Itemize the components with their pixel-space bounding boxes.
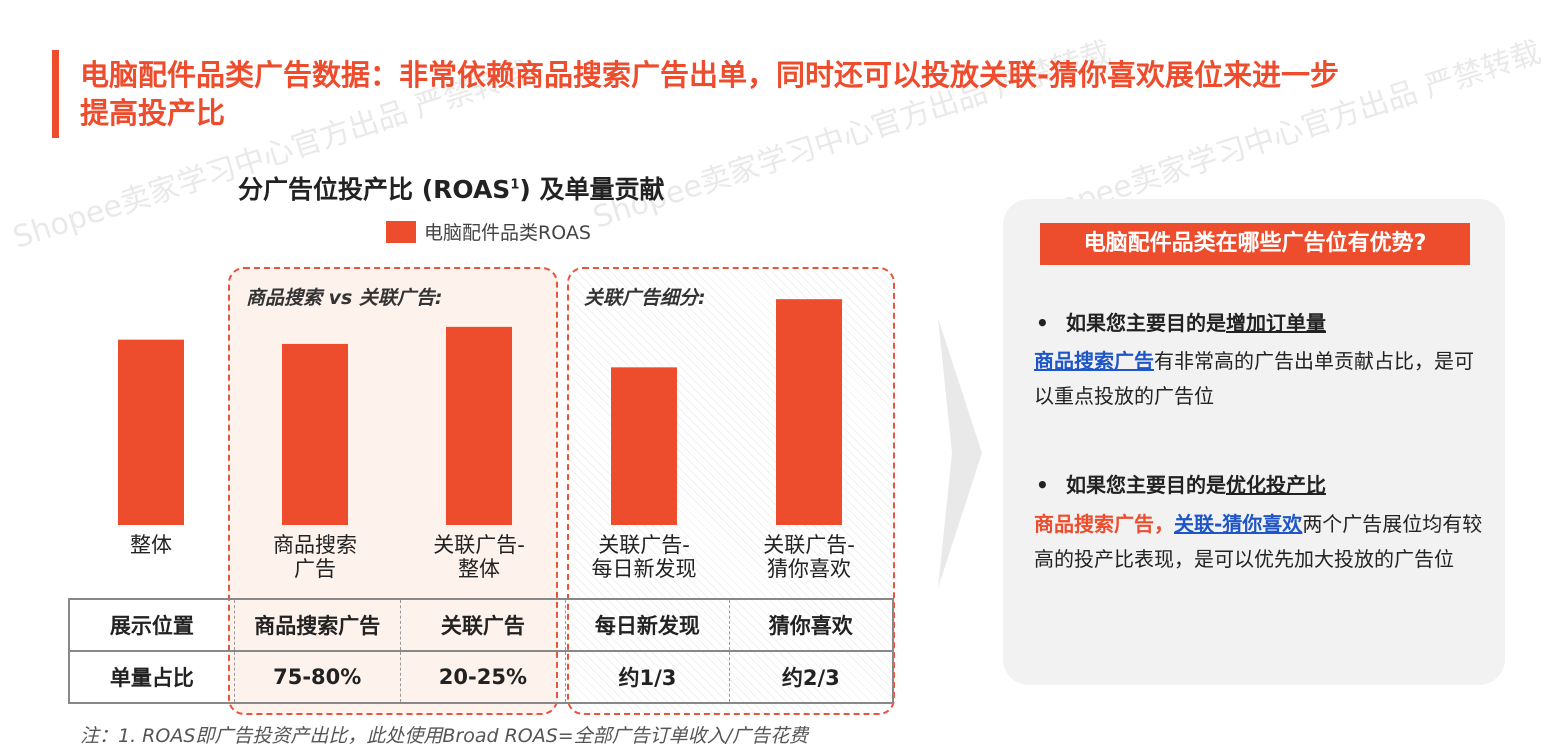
- chevron-right-icon: [938, 318, 982, 588]
- category-label: 商品搜索 广告: [273, 533, 357, 581]
- table-cell: 猜你喜欢: [728, 598, 894, 652]
- page-title: 电脑配件品类广告数据：非常依赖商品搜索广告出单，同时还可以投放关联-猜你喜欢展位…: [80, 58, 1340, 130]
- table-row: 展示位置 商品搜索广告 关联广告 每日新发现 猜你喜欢: [67, 598, 894, 652]
- table-cell: 每日新发现: [565, 598, 730, 652]
- category-label: 整体: [130, 533, 172, 557]
- bullet-body-orders: 商品搜索广告有非常高的广告出单贡献占比，是可以重点投放的广告位: [1034, 349, 1474, 408]
- bar-0: [118, 339, 184, 525]
- group-label-search-vs-related: 商品搜索 vs 关联广告:: [246, 287, 443, 309]
- highlight-search-ads-red: 商品搜索广告，: [1034, 512, 1174, 536]
- table-cell: 约1/3: [565, 650, 730, 704]
- table-cell: 关联广告: [399, 598, 566, 652]
- table-cell: 展示位置: [67, 598, 235, 652]
- bullet-body-roas: 商品搜索广告，关联-猜你喜欢两个广告展位均有较高的投产比表现，是可以优先加大投放…: [1034, 512, 1483, 571]
- insight-panel: [1003, 199, 1505, 685]
- table-cell: 20-25%: [399, 650, 566, 704]
- chart-title: 分广告位投产比 (ROAS1) 及单量贡献: [238, 175, 665, 204]
- group-label-related-breakdown: 关联广告细分:: [584, 287, 706, 309]
- bullet-heading-orders: • 如果您主要目的是增加订单量: [1036, 311, 1326, 335]
- bar-2: [446, 326, 512, 525]
- chart-legend: 电脑配件品类ROAS: [386, 218, 591, 245]
- bar-1: [282, 343, 348, 525]
- highlight-related-guess: 关联-猜你喜欢: [1174, 512, 1303, 536]
- legend-swatch: [386, 220, 416, 243]
- title-accent-bar: [52, 50, 59, 138]
- category-label: 关联广告- 整体: [433, 533, 525, 581]
- panel-title: 电脑配件品类在哪些广告位有优势?: [1040, 223, 1470, 265]
- highlight-search-ads: 商品搜索广告: [1034, 349, 1154, 373]
- table-row: 单量占比 75-80% 20-25% 约1/3 约2/3: [67, 650, 894, 704]
- category-label: 关联广告- 猜你喜欢: [763, 533, 855, 581]
- bar-3: [611, 367, 677, 525]
- placement-share-table: 展示位置 商品搜索广告 关联广告 每日新发现 猜你喜欢 单量占比 75-80% …: [67, 598, 894, 704]
- table-cell: 单量占比: [67, 650, 235, 704]
- bullet-heading-roas: • 如果您主要目的是优化投产比: [1036, 473, 1326, 497]
- table-cell: 约2/3: [728, 650, 894, 704]
- footnote: 注：1. ROAS即广告投资产出比，此处使用Broad ROAS=全部广告订单收…: [80, 725, 809, 747]
- bar-4: [776, 299, 842, 525]
- table-cell: 商品搜索广告: [233, 598, 401, 652]
- table-cell: 75-80%: [233, 650, 401, 704]
- category-label: 关联广告- 每日新发现: [591, 533, 697, 581]
- legend-label: 电脑配件品类ROAS: [424, 222, 591, 244]
